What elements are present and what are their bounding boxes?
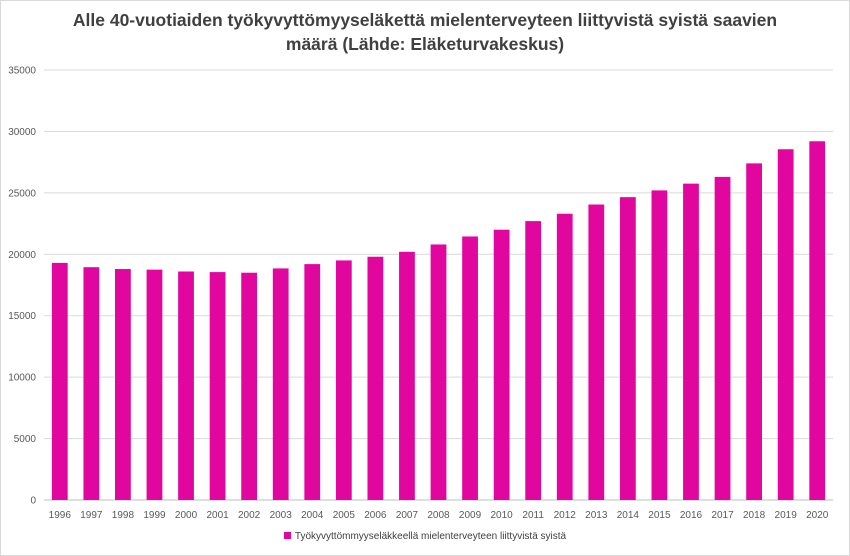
- bar-1996: [51, 262, 68, 500]
- x-tick-label: 2017: [711, 510, 734, 521]
- bar-2002: [241, 272, 258, 500]
- x-tick-label: 2002: [238, 510, 261, 521]
- x-tick-label: 2001: [206, 510, 229, 521]
- y-tick-label: 15000: [8, 311, 36, 322]
- bar-2014: [619, 197, 636, 500]
- legend-label: Työkyvyttömmyyseläkkeellä mielenterveyte…: [294, 531, 567, 542]
- bar-2011: [525, 221, 542, 500]
- x-tick-label: 2005: [333, 510, 356, 521]
- x-tick-label: 2011: [522, 510, 544, 521]
- x-tick-label: 2019: [775, 510, 798, 521]
- x-tick-label: 2009: [459, 510, 482, 521]
- x-tick-label: 2003: [270, 510, 293, 521]
- y-tick-label: 30000: [8, 127, 36, 138]
- x-tick-label: 2008: [427, 510, 450, 521]
- x-tick-label: 2012: [554, 510, 577, 521]
- x-tick-label: 2014: [617, 510, 640, 521]
- bar-2004: [304, 264, 321, 500]
- legend: Työkyvyttömmyyseläkkeellä mielenterveyte…: [0, 531, 850, 542]
- bar-2009: [462, 236, 478, 500]
- y-tick-label: 5000: [14, 434, 37, 445]
- bar-2006: [367, 256, 384, 500]
- x-tick-label: 2000: [175, 510, 198, 521]
- x-tick-label: 2018: [743, 510, 766, 521]
- x-tick-label: 2007: [396, 510, 419, 521]
- x-tick-label: 2015: [648, 510, 671, 521]
- x-tick-label: 1998: [112, 510, 135, 521]
- bar-2019: [777, 149, 794, 500]
- bar-2012: [556, 213, 573, 500]
- bar-2005: [335, 260, 352, 500]
- bar-2003: [272, 268, 289, 500]
- legend-swatch: [283, 532, 291, 539]
- y-axis-tick-labels: 0 5000 10000 15000 20000 25000 30000 35000: [8, 66, 36, 507]
- x-tick-label: 2004: [301, 510, 324, 521]
- x-tick-label: 1996: [49, 510, 72, 521]
- bar-2018: [746, 163, 762, 500]
- bar-2016: [683, 183, 699, 500]
- bar-2008: [430, 244, 447, 500]
- bar-2000: [178, 271, 194, 500]
- x-tick-label: 2020: [806, 510, 829, 521]
- bar-2020: [809, 141, 826, 500]
- y-tick-label: 20000: [8, 250, 36, 261]
- x-axis-tick-labels: 1996 1997 1998 1999 2000 2001 2002 2003 2004 2005…: [49, 510, 829, 521]
- y-tick-label: 35000: [8, 66, 36, 77]
- bar-2001: [209, 272, 226, 500]
- bar-2013: [588, 204, 605, 500]
- x-tick-label: 2006: [364, 510, 387, 521]
- x-tick-label: 2013: [585, 510, 608, 521]
- y-tick-label: 25000: [8, 188, 36, 199]
- y-tick-label: 10000: [8, 373, 36, 384]
- bar-2010: [493, 229, 510, 500]
- bar-series: [51, 141, 826, 500]
- x-tick-label: 2010: [490, 510, 513, 521]
- bar-1999: [146, 269, 163, 500]
- y-tick-label: 0: [30, 496, 36, 507]
- chart-title: Alle 40-vuotiaiden työkyvyttömyyseläkett…: [72, 10, 778, 54]
- x-tick-label: 1999: [143, 510, 166, 521]
- x-tick-label: 1997: [80, 510, 103, 521]
- bar-1997: [83, 267, 100, 500]
- bar-2017: [714, 176, 731, 500]
- x-tick-label: 2016: [680, 510, 703, 521]
- bar-2007: [399, 251, 415, 500]
- bar-2015: [651, 190, 668, 500]
- bar-1998: [115, 269, 131, 500]
